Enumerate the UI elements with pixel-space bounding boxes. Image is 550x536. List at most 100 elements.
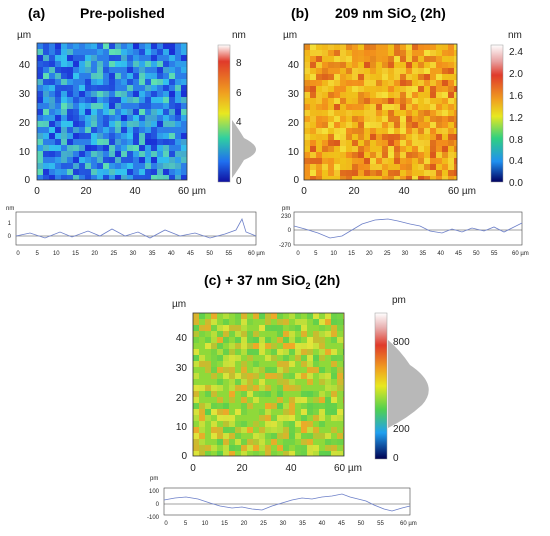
panel-b-map-cell — [388, 116, 394, 122]
panel-c-map-cell — [259, 427, 265, 433]
panel-b-map-cell — [448, 116, 454, 122]
panel-c-map-cell — [193, 337, 199, 343]
panel-b-map-cell — [304, 50, 310, 56]
panel-c-map-cell — [343, 319, 344, 325]
panel-a-map-cell — [91, 151, 97, 157]
panel-c-map-cell — [331, 439, 337, 445]
panel-b-map-cell — [346, 74, 352, 80]
panel-b-profile: pm 230 0 -270 0 5 10 15 20 25 30 35 40 45 50 55 60 µ… — [279, 206, 529, 257]
panel-c-map-cell — [325, 445, 331, 451]
panel-a-map-cell — [145, 151, 151, 157]
panel-b-map-cell — [316, 128, 322, 134]
panel-b-map-cell — [358, 62, 364, 68]
panel-b-ytick: 30 — [288, 89, 300, 100]
panel-c-map-cell — [193, 331, 199, 337]
panel-c-map-cell — [199, 433, 205, 439]
panel-a-map-cell — [145, 169, 151, 175]
panel-b-map-cell — [388, 128, 394, 134]
panel-c-map-cell — [211, 421, 217, 427]
panel-a-map-cell — [121, 61, 127, 67]
panel-a-profile: nm 1 0 0 5 10 15 20 25 30 35 40 45 50 55 60 µm — [6, 206, 265, 257]
panel-b-map-cell — [454, 68, 457, 74]
panel-a-map-cell — [43, 157, 49, 163]
panel-c-map-cell — [331, 343, 337, 349]
panel-b-map-cell — [424, 152, 430, 158]
panel-a-map-cell — [73, 73, 79, 79]
panel-a-map-cell — [37, 97, 43, 103]
panel-c-map-cell — [211, 337, 217, 343]
panel-c-map-cell — [319, 331, 325, 337]
panel-c-map-cell — [199, 355, 205, 361]
panel-c-map-cell — [295, 361, 301, 367]
panel-c-map-cell — [247, 355, 253, 361]
panel-b-map-cell — [328, 50, 334, 56]
panel-b-map-cell — [436, 164, 442, 170]
panel-b-map-cell — [352, 146, 358, 152]
panel-c-map-cell — [295, 355, 301, 361]
panel-a-map-cell — [73, 85, 79, 91]
panel-c-map-cell — [247, 373, 253, 379]
panel-b-map-cell — [388, 134, 394, 140]
panel-a-map-cell — [103, 55, 109, 61]
panel-a-map-cell — [109, 79, 115, 85]
panel-a-map-cell — [37, 61, 43, 67]
panel-c-map-cell — [283, 451, 289, 456]
panel-b-map-cell — [436, 80, 442, 86]
panel-a-map-cell — [67, 43, 73, 49]
panel-c-map-cell — [229, 451, 235, 456]
panel-c-map-cell — [259, 439, 265, 445]
panel-a-map-cell — [175, 139, 181, 145]
panel-b-map-cell — [418, 176, 424, 180]
panel-c-map-cell — [217, 355, 223, 361]
panel-b-map-cell — [316, 92, 322, 98]
panel-a-map-cell — [61, 85, 67, 91]
panel-c-map-cell — [325, 373, 331, 379]
panel-c-map-cell — [313, 349, 319, 355]
panel-a-map-cell — [163, 127, 169, 133]
panel-c-map-cell — [211, 355, 217, 361]
panel-a-map-cell — [109, 43, 115, 49]
panel-c-map-cell — [223, 451, 229, 456]
panel-b-map-cell — [430, 152, 436, 158]
panel-c-map-cell — [241, 427, 247, 433]
panel-c-map-cell — [307, 385, 313, 391]
panel-b-map-cell — [400, 56, 406, 62]
panel-c-map-cell — [271, 427, 277, 433]
panel-b-map-cell — [352, 74, 358, 80]
panel-c-profile-xtick: 45 — [338, 521, 345, 527]
panel-b-map-cell — [364, 128, 370, 134]
panel-b-map-cell — [412, 50, 418, 56]
panel-b-map-cell — [394, 86, 400, 92]
panel-b-map-cell — [376, 110, 382, 116]
panel-a-map-cell — [97, 145, 103, 151]
panel-c-map-cell — [247, 379, 253, 385]
panel-b-map-cell — [334, 152, 340, 158]
panel-a-map-cell — [157, 133, 163, 139]
panel-a-map-cell — [43, 97, 49, 103]
panel-a-map-cell — [181, 97, 187, 103]
panel-a-xtick: 40 — [129, 186, 141, 197]
panel-a-map-cell — [61, 73, 67, 79]
panel-a-map-cell — [151, 85, 157, 91]
panel-b-map-cell — [310, 62, 316, 68]
panel-c-map-cell — [223, 373, 229, 379]
panel-c-map-cell — [205, 379, 211, 385]
panel-a-map-cell — [133, 55, 139, 61]
panel-b-map-cell — [376, 104, 382, 110]
panel-a-map-cell — [139, 79, 145, 85]
panel-c-map-cell — [253, 361, 259, 367]
panel-a-map-cell — [73, 151, 79, 157]
panel-b-map-cell — [418, 152, 424, 158]
panel-c-map-cell — [199, 379, 205, 385]
panel-c-map-cell — [265, 313, 271, 319]
panel-c-map-cell — [235, 373, 241, 379]
panel-b-map-cell — [400, 68, 406, 74]
panel-c-map-cell — [319, 403, 325, 409]
panel-b-map-cell — [352, 158, 358, 164]
panel-b-map-cell — [370, 128, 376, 134]
panel-b-map-cell — [388, 110, 394, 116]
panel-c-map-cell — [199, 331, 205, 337]
panel-c-map-cell — [325, 319, 331, 325]
panel-a-map-cell — [163, 61, 169, 67]
panel-b-map-cell — [376, 50, 382, 56]
